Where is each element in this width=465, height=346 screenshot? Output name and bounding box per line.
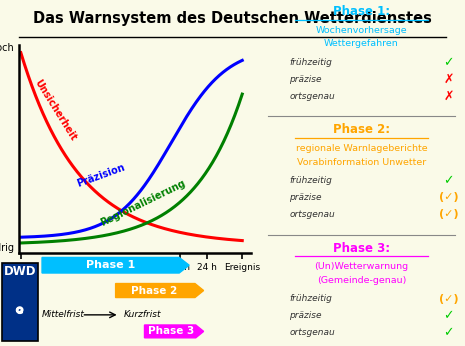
Text: (✓): (✓)	[438, 209, 458, 219]
Text: Präzision: Präzision	[75, 162, 126, 189]
Text: Vorabinformation Unwetter: Vorabinformation Unwetter	[297, 157, 426, 166]
Text: Wettergefahren: Wettergefahren	[324, 39, 399, 48]
Text: ✓: ✓	[443, 326, 454, 339]
Text: frühzeitig: frühzeitig	[289, 58, 332, 67]
Text: Regionalisierung: Regionalisierung	[99, 177, 187, 228]
Text: ✗: ✗	[443, 73, 454, 86]
Text: Wochenvorhersage: Wochenvorhersage	[316, 26, 407, 35]
Text: (✓): (✓)	[438, 294, 458, 304]
Text: ortsgenau: ortsgenau	[289, 210, 335, 219]
Text: hoch: hoch	[0, 43, 14, 53]
Text: Phase 3: Phase 3	[148, 326, 194, 336]
FancyArrow shape	[42, 257, 189, 273]
Text: ✓: ✓	[443, 56, 454, 69]
Text: frühzeitig: frühzeitig	[289, 294, 332, 303]
Text: ✓: ✓	[443, 174, 454, 187]
Text: Phase 3:: Phase 3:	[333, 242, 390, 255]
Text: frühzeitig: frühzeitig	[289, 176, 332, 185]
Text: Phase 2:: Phase 2:	[333, 124, 390, 136]
Text: DWD: DWD	[4, 265, 36, 277]
Text: Kurzfrist: Kurzfrist	[124, 310, 161, 319]
Text: niedrig: niedrig	[0, 243, 14, 253]
Text: Unsicherheit: Unsicherheit	[32, 78, 78, 143]
Text: Phase 1: Phase 1	[86, 260, 135, 270]
FancyBboxPatch shape	[2, 263, 38, 341]
Text: Das Warnsystem des Deutschen Wetterdienstes: Das Warnsystem des Deutschen Wetterdiens…	[33, 11, 432, 26]
Text: (✓): (✓)	[438, 192, 458, 202]
Text: ortsgenau: ortsgenau	[289, 328, 335, 337]
Text: Phase 1:: Phase 1:	[333, 5, 390, 18]
Text: Phase 2: Phase 2	[131, 285, 177, 295]
Text: ✗: ✗	[443, 90, 454, 103]
Text: präzise: präzise	[289, 311, 322, 320]
Text: (Gemeinde-genau): (Gemeinde-genau)	[317, 276, 406, 285]
Text: regionale Warnlageberichte: regionale Warnlageberichte	[296, 144, 427, 153]
Text: Mittelfrist: Mittelfrist	[42, 310, 85, 319]
Text: ortsgenau: ortsgenau	[289, 92, 335, 101]
Text: ✓: ✓	[443, 309, 454, 322]
FancyArrow shape	[116, 283, 204, 298]
Text: präzise: präzise	[289, 193, 322, 202]
Text: präzise: präzise	[289, 75, 322, 84]
FancyArrow shape	[145, 325, 204, 338]
Text: (Un)Wetterwarnung: (Un)Wetterwarnung	[314, 262, 409, 271]
